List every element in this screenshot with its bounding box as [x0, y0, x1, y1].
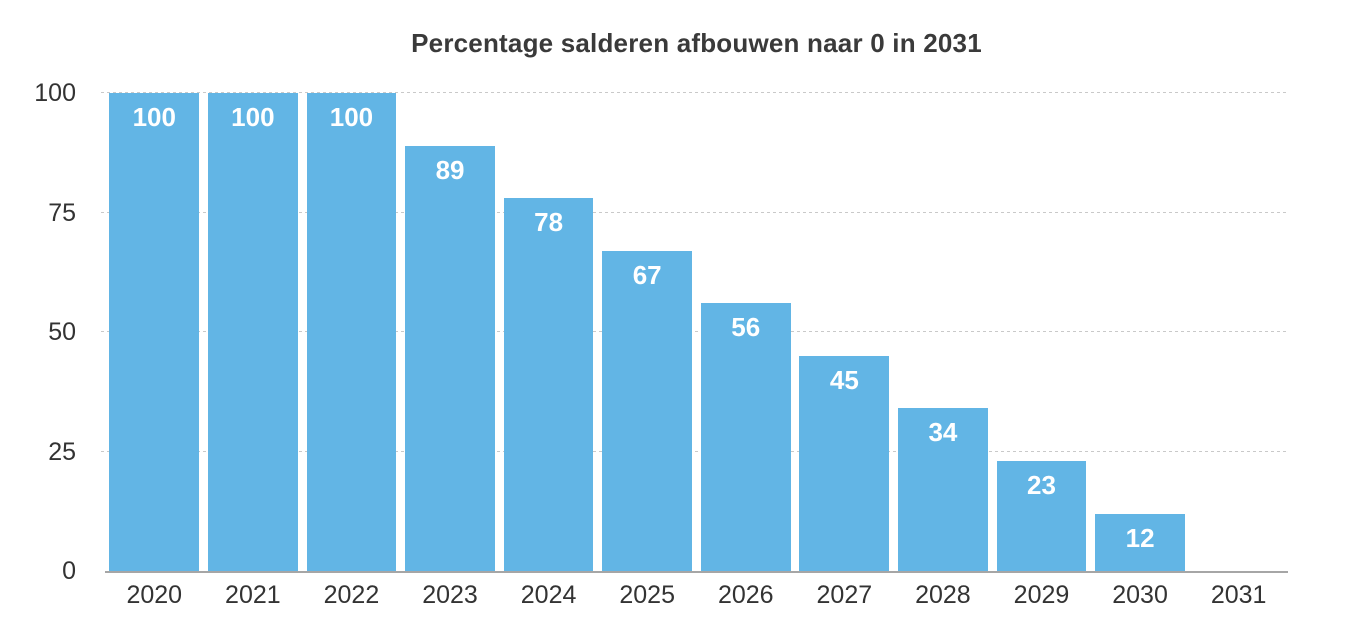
bar-value-label-2030: 12 — [1125, 522, 1155, 553]
bar-value-label-2021: 100 — [231, 102, 275, 132]
bar-2021: 100 — [208, 93, 298, 571]
x-tick-label-2024: 2024 — [520, 581, 577, 609]
chart-title: Percentage salderen afbouwen naar 0 in 2… — [411, 28, 982, 58]
bar-value-label-2027: 45 — [829, 364, 859, 395]
bar-2030: 12 — [1095, 513, 1185, 571]
x-tick-label-2023: 2023 — [422, 581, 478, 609]
bar-slot-2029: 23 — [992, 93, 1091, 571]
x-tick-label-2026: 2026 — [717, 581, 774, 609]
y-tick-label-25: 25 — [48, 437, 76, 466]
gridline-100 — [101, 92, 1288, 93]
x-tick-label-2020: 2020 — [126, 581, 183, 609]
bar-slot-2030: 12 — [1091, 93, 1190, 571]
x-tick-label-2030: 2030 — [1112, 581, 1168, 609]
x-tick-label-2027: 2027 — [816, 581, 873, 609]
bar-slot-2027: 45 — [795, 93, 894, 571]
gridline-75 — [101, 211, 1288, 213]
x-tick-label-2022: 2022 — [323, 581, 380, 609]
y-tick-label-75: 75 — [48, 198, 76, 227]
x-tick-label-2021: 2021 — [225, 581, 281, 609]
bar-2026: 56 — [700, 303, 791, 571]
y-tick-label-50: 50 — [48, 318, 76, 346]
bar-slot-2022: 100 — [302, 93, 401, 571]
x-tick-label-2025: 2025 — [619, 581, 675, 609]
bar-slot-2031 — [1189, 93, 1288, 571]
bar-2025: 67 — [602, 250, 693, 571]
bar-slot-2028: 34 — [894, 93, 993, 571]
bar-slot-2025: 67 — [598, 93, 697, 571]
bar-value-label-2023: 89 — [435, 154, 465, 185]
bar-slot-2024: 78 — [499, 93, 598, 571]
bar-value-label-2020: 100 — [132, 102, 176, 132]
x-tick-label-2028: 2028 — [915, 581, 971, 609]
gridline-50 — [101, 331, 1288, 332]
bar-2028: 34 — [898, 408, 988, 571]
bar-value-label-2022: 100 — [329, 102, 374, 132]
x-tick-label-2029: 2029 — [1013, 581, 1070, 609]
bar-slot-2026: 56 — [696, 93, 795, 571]
y-tick-label-0: 0 — [62, 557, 76, 585]
bar-2023: 89 — [405, 145, 495, 571]
bar-series: 100 100 100 89 78 67 56 45 34 23 12 — [105, 93, 1288, 571]
bar-slot-2023: 89 — [401, 93, 500, 571]
x-tick-label-2031: 2031 — [1210, 581, 1267, 609]
bar-2022: 100 — [306, 93, 397, 571]
plot-area: 100 100 100 89 78 67 56 45 34 23 12 — [101, 92, 1288, 573]
bar-2024: 78 — [503, 198, 594, 571]
bar-2020: 100 — [109, 93, 200, 571]
bar-value-label-2028: 34 — [928, 417, 958, 448]
bar-2027: 45 — [799, 355, 890, 571]
x-axis: 2020 2021 2022 2023 2024 2025 2026 2027 2028 2029… — [105, 581, 1288, 610]
bar-value-label-2024: 78 — [534, 207, 564, 238]
bar-value-label-2029: 23 — [1027, 470, 1056, 501]
bar-slot-2020: 100 — [105, 93, 204, 571]
bar-value-label-2026: 56 — [731, 312, 761, 343]
y-tick-label-100: 100 — [34, 79, 76, 107]
bar-value-label-2025: 67 — [632, 259, 662, 290]
bar-2029: 23 — [996, 461, 1087, 571]
y-axis: 0 25 50 75 100 — [0, 0, 76, 630]
bar-slot-2021: 100 — [204, 93, 303, 571]
gridline-25 — [101, 450, 1288, 452]
